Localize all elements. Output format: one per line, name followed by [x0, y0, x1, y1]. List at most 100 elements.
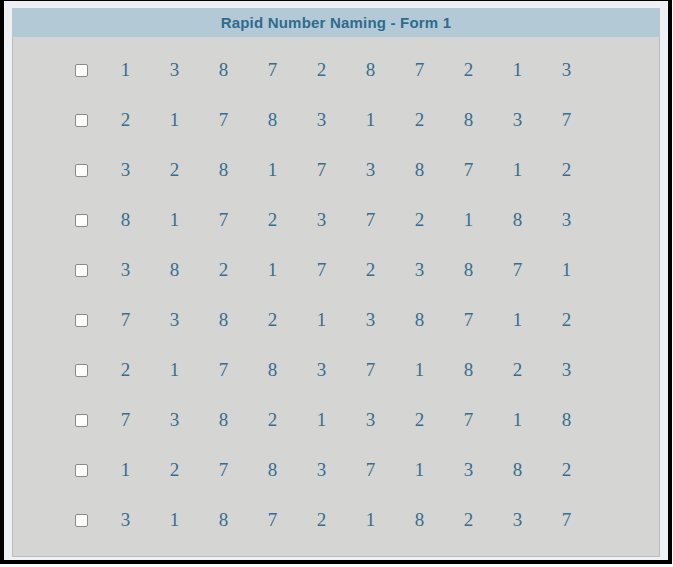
grid-row: 7382138712 [61, 295, 659, 345]
number-cell: 1 [101, 59, 150, 81]
number-cell: 1 [493, 409, 542, 431]
checkbox-cell [61, 464, 101, 477]
number-cell: 3 [493, 109, 542, 131]
number-cell: 2 [395, 409, 444, 431]
number-cell: 2 [248, 209, 297, 231]
number-cell: 8 [444, 259, 493, 281]
checkbox-cell [61, 264, 101, 277]
number-cell: 7 [199, 459, 248, 481]
number-cell: 8 [444, 359, 493, 381]
number-cell: 8 [395, 309, 444, 331]
number-cell: 7 [493, 259, 542, 281]
number-cell: 8 [395, 159, 444, 181]
checkbox-cell [61, 114, 101, 127]
number-cell: 8 [493, 459, 542, 481]
number-cell: 3 [346, 309, 395, 331]
number-cell: 3 [297, 209, 346, 231]
row-select-checkbox[interactable] [75, 314, 88, 327]
checkbox-cell [61, 214, 101, 227]
number-cell: 8 [493, 209, 542, 231]
number-cell: 8 [199, 159, 248, 181]
number-cell: 8 [346, 59, 395, 81]
number-cell: 2 [297, 509, 346, 531]
grid-row: 2178371823 [61, 345, 659, 395]
number-cell: 8 [248, 109, 297, 131]
checkbox-cell [61, 314, 101, 327]
row-select-checkbox[interactable] [75, 414, 88, 427]
number-cell: 7 [346, 459, 395, 481]
grid-row: 8172372183 [61, 195, 659, 245]
number-cell: 7 [444, 309, 493, 331]
number-cell: 1 [150, 359, 199, 381]
number-cell: 2 [150, 459, 199, 481]
number-cell: 2 [444, 59, 493, 81]
number-cell: 2 [199, 259, 248, 281]
checkbox-cell [61, 164, 101, 177]
grid-row: 3821723871 [61, 245, 659, 295]
number-cell: 3 [493, 509, 542, 531]
number-cell: 2 [395, 109, 444, 131]
number-cell: 8 [199, 59, 248, 81]
number-cell: 7 [444, 159, 493, 181]
number-cell: 8 [199, 509, 248, 531]
row-select-checkbox[interactable] [75, 264, 88, 277]
number-cell: 2 [101, 109, 150, 131]
grid-row: 3281738712 [61, 145, 659, 195]
number-cell: 7 [199, 359, 248, 381]
grid-row: 1387287213 [61, 45, 659, 95]
number-cell: 2 [493, 359, 542, 381]
number-cell: 7 [346, 359, 395, 381]
checkbox-cell [61, 414, 101, 427]
number-cell: 8 [199, 409, 248, 431]
number-cell: 1 [395, 459, 444, 481]
number-cell: 3 [150, 59, 199, 81]
number-cell: 2 [542, 309, 591, 331]
number-cell: 8 [444, 109, 493, 131]
number-cell: 3 [101, 509, 150, 531]
number-cell: 7 [199, 109, 248, 131]
grid-row: 7382132718 [61, 395, 659, 445]
number-cell: 8 [150, 259, 199, 281]
number-cell: 2 [346, 259, 395, 281]
row-select-checkbox[interactable] [75, 164, 88, 177]
number-cell: 2 [297, 59, 346, 81]
number-cell: 1 [248, 159, 297, 181]
number-cell: 2 [444, 509, 493, 531]
row-select-checkbox[interactable] [75, 514, 88, 527]
number-cell: 3 [395, 259, 444, 281]
number-cell: 7 [346, 209, 395, 231]
number-cell: 7 [297, 159, 346, 181]
panel-title-bar: Rapid Number Naming - Form 1 [12, 8, 660, 37]
number-cell: 2 [101, 359, 150, 381]
number-cell: 1 [150, 509, 199, 531]
number-cell: 3 [444, 459, 493, 481]
number-cell: 7 [297, 259, 346, 281]
number-cell: 2 [542, 159, 591, 181]
number-cell: 8 [101, 209, 150, 231]
number-cell: 8 [248, 359, 297, 381]
row-select-checkbox[interactable] [75, 114, 88, 127]
number-cell: 2 [248, 309, 297, 331]
number-cell: 1 [101, 459, 150, 481]
number-cell: 7 [444, 409, 493, 431]
row-select-checkbox[interactable] [75, 214, 88, 227]
number-cell: 3 [101, 159, 150, 181]
number-cell: 1 [395, 359, 444, 381]
row-select-checkbox[interactable] [75, 64, 88, 77]
number-cell: 3 [542, 209, 591, 231]
checkbox-cell [61, 514, 101, 527]
number-cell: 1 [444, 209, 493, 231]
number-cell: 3 [297, 459, 346, 481]
row-select-checkbox[interactable] [75, 464, 88, 477]
number-cell: 8 [542, 409, 591, 431]
number-cell: 1 [542, 259, 591, 281]
number-cell: 3 [346, 409, 395, 431]
number-cell: 2 [395, 209, 444, 231]
window-frame: Rapid Number Naming - Form 1 13872872132… [0, 0, 672, 564]
number-cell: 1 [493, 59, 542, 81]
row-select-checkbox[interactable] [75, 364, 88, 377]
number-cell: 7 [395, 59, 444, 81]
number-cell: 1 [346, 509, 395, 531]
panel-title: Rapid Number Naming - Form 1 [221, 14, 452, 31]
number-cell: 1 [150, 209, 199, 231]
